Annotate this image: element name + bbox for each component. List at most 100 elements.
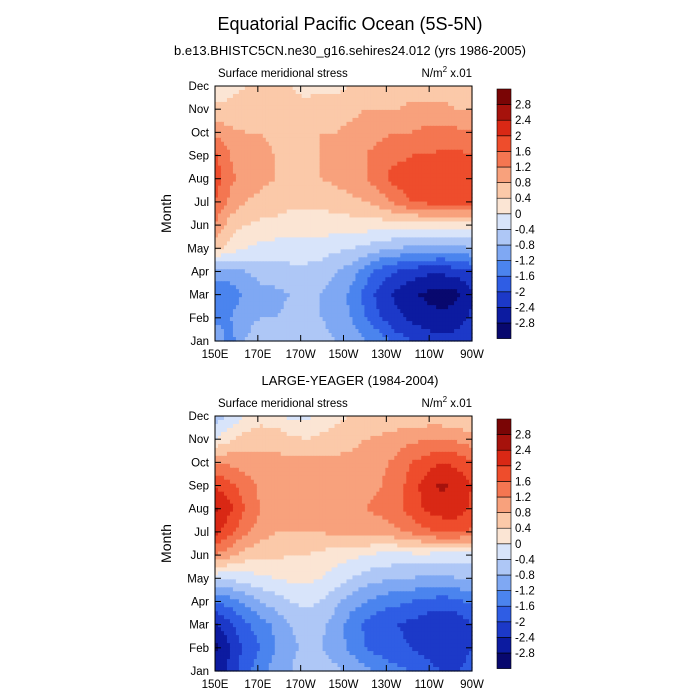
contour-cell [316,301,321,306]
contour-cell [412,189,416,195]
contour-cell [313,185,318,191]
contour-cell [226,125,231,131]
contour-cell [454,237,458,242]
contour-cell [376,201,380,207]
contour-cell [271,209,276,215]
contour-cell [436,285,440,290]
contour-cell [235,149,240,155]
contour-cell [460,249,464,254]
contour-cell [421,241,425,246]
contour-cell [451,185,455,191]
contour-cell [289,289,294,294]
contour-cell [328,117,333,123]
contour-cell [388,241,392,246]
contour-cell [247,193,252,199]
contour-cell [412,309,416,314]
contour-cell [334,313,339,318]
contour-cell [415,233,419,238]
contour-cell [331,177,336,183]
contour-cell [454,225,458,231]
contour-cell [412,161,416,167]
contour-cell [391,213,395,219]
contour-cell [436,209,440,215]
contour-cell [412,213,416,219]
contour-cell [292,257,297,262]
contour-cell [442,305,446,310]
contour-cell [268,121,273,127]
contour-cell [235,181,240,187]
contour-cell [241,229,246,235]
contour-cell [307,161,312,167]
contour-cell [241,205,246,211]
contour-cell [331,293,336,298]
contour-cell [215,225,219,231]
contour-cell [253,213,258,219]
contour-cell [259,185,264,191]
contour-cell [259,97,264,103]
contour-cell [238,253,243,258]
contour-cell [361,149,366,155]
contour-cell [442,165,446,171]
contour-cell [256,241,261,246]
contour-cell [424,273,428,278]
contour-cell [346,157,351,163]
contour-cell [379,245,383,250]
contour-cell [373,221,377,227]
contour-cell [343,261,348,266]
contour-cell [298,221,303,227]
contour-cell [304,269,309,274]
contour-cell [388,177,392,183]
contour-cell [256,289,261,294]
contour-cell [427,193,431,199]
contour-cell [376,189,380,195]
contour-cell [364,181,369,187]
contour-cell [307,145,312,151]
contour-cell [253,201,258,207]
contour-cell [223,165,228,171]
contour-cell [448,86,452,91]
contour-cell [394,225,398,231]
contour-cell [409,305,413,310]
contour-cell [337,245,342,250]
contour-cell [409,133,413,139]
contour-cell [328,229,333,235]
contour-cell [409,105,413,111]
contour-cell [469,285,473,290]
contour-cell [274,133,279,139]
contour-cell [271,221,276,227]
contour-cell [310,121,315,127]
contour-cell [226,141,231,147]
contour-cell [280,281,285,286]
contour-cell [388,261,392,266]
contour-cell [412,113,416,119]
contour-cell [454,309,458,314]
contour-cell [346,209,351,215]
contour-cell [361,161,366,167]
contour-cell [247,313,252,318]
contour-cell [286,277,291,282]
contour-cell [442,269,446,274]
contour-cell [268,237,273,242]
contour-cell [376,253,380,258]
contour-cell [424,193,428,199]
contour-cell [316,261,321,266]
contour-cell [343,113,348,119]
contour-cell [424,89,428,95]
contour-cell [316,181,321,187]
contour-cell [415,209,419,215]
contour-cell [322,109,327,115]
contour-cell [457,257,461,262]
contour-cell [349,305,354,310]
contour-cell [331,265,336,270]
contour-cell [400,301,404,306]
contour-cell [403,189,407,195]
contour-cell [232,133,237,139]
contour-cell [259,121,264,127]
contour-cell [274,285,279,290]
contour-cell [400,269,404,274]
contour-cell [334,269,339,274]
contour-cell [220,281,225,286]
contour-cell [301,209,306,215]
contour-cell [247,185,252,191]
contour-cell [457,289,461,294]
